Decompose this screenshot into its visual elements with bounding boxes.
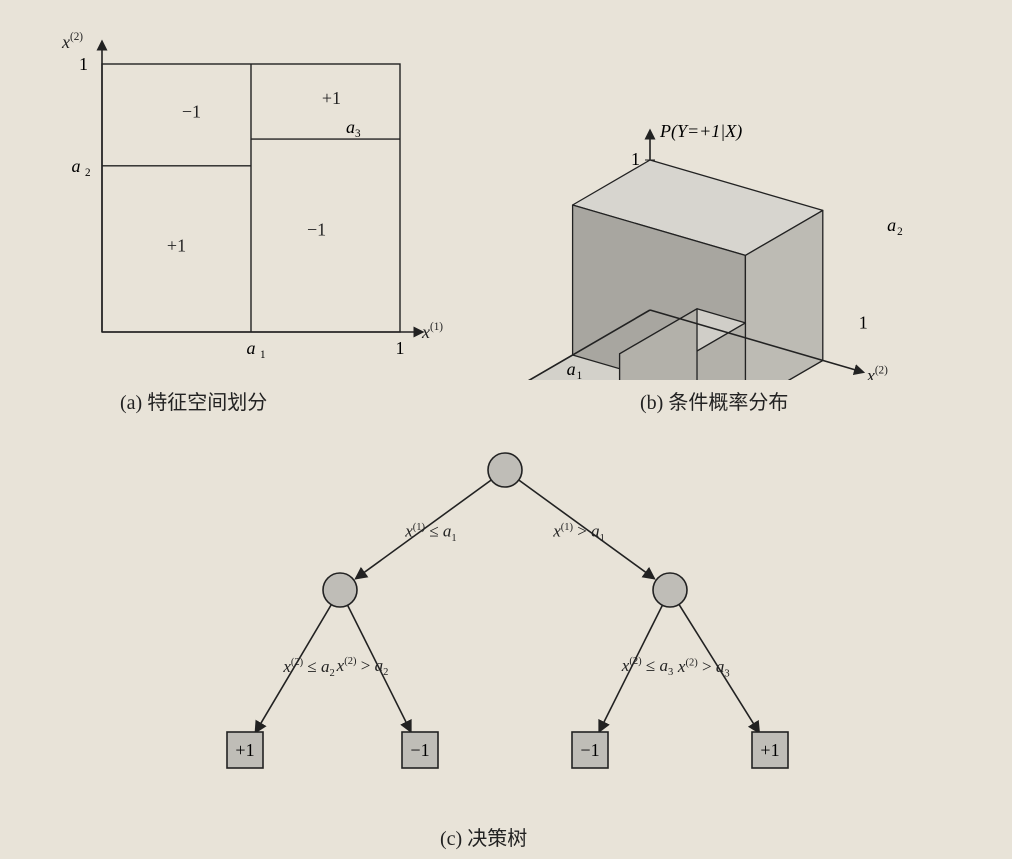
svg-text:x(2) > a2: x(2) > a2 — [336, 656, 389, 678]
caption-a: (a) 特征空间划分 — [120, 386, 267, 415]
svg-text:x(2) > a3: x(2) > a3 — [677, 657, 730, 679]
svg-text:x(2) ≤ a2: x(2) ≤ a2 — [282, 657, 334, 679]
svg-text:−1: −1 — [580, 740, 599, 760]
svg-text:1: 1 — [79, 54, 88, 74]
svg-text:x(1) ≤ a1: x(1) ≤ a1 — [404, 522, 456, 544]
svg-text:1: 1 — [577, 370, 583, 380]
svg-text:x(2) ≤ a3: x(2) ≤ a3 — [621, 656, 673, 678]
svg-text:1: 1 — [260, 349, 266, 361]
svg-text:+1: +1 — [235, 740, 254, 760]
svg-text:a: a — [887, 215, 896, 235]
svg-text:2: 2 — [85, 167, 91, 179]
svg-text:−1: −1 — [182, 102, 201, 122]
caption-b: (b) 条件概率分布 — [640, 386, 788, 415]
tree-node — [323, 573, 357, 607]
svg-text:x(2): x(2) — [866, 364, 888, 380]
partition-diagram: +1−1−1+111a1a2a3x(1)x(2) — [40, 20, 460, 380]
svg-text:1: 1 — [859, 312, 868, 332]
tree-diagram: x(1) ≤ a1 x(1) > a1 x(2) ≤ a2x(2) > a2 x(2)… — [110, 440, 900, 820]
svg-text:−1: −1 — [410, 740, 429, 760]
svg-text:a: a — [247, 338, 256, 358]
svg-text:a: a — [346, 117, 355, 137]
tree-node — [488, 453, 522, 487]
svg-text:a: a — [567, 359, 576, 379]
prob3d-diagram: P(Y=+1|X)1x(1)x(2)11a1a3a2 — [520, 20, 980, 380]
svg-text:+1: +1 — [760, 740, 779, 760]
svg-text:2: 2 — [897, 226, 903, 238]
svg-text:+1: +1 — [322, 88, 341, 108]
svg-text:−1: −1 — [307, 220, 326, 240]
svg-text:P(Y=+1|X): P(Y=+1|X) — [659, 121, 742, 142]
svg-text:a: a — [72, 156, 81, 176]
svg-text:x(1): x(1) — [421, 321, 443, 342]
svg-text:1: 1 — [396, 338, 405, 358]
svg-text:+1: +1 — [167, 236, 186, 256]
svg-text:3: 3 — [355, 128, 361, 140]
svg-text:x(2): x(2) — [61, 31, 83, 52]
tree-node — [653, 573, 687, 607]
caption-c: (c) 决策树 — [440, 822, 527, 851]
svg-text:x(1) > a1: x(1) > a1 — [552, 522, 605, 544]
